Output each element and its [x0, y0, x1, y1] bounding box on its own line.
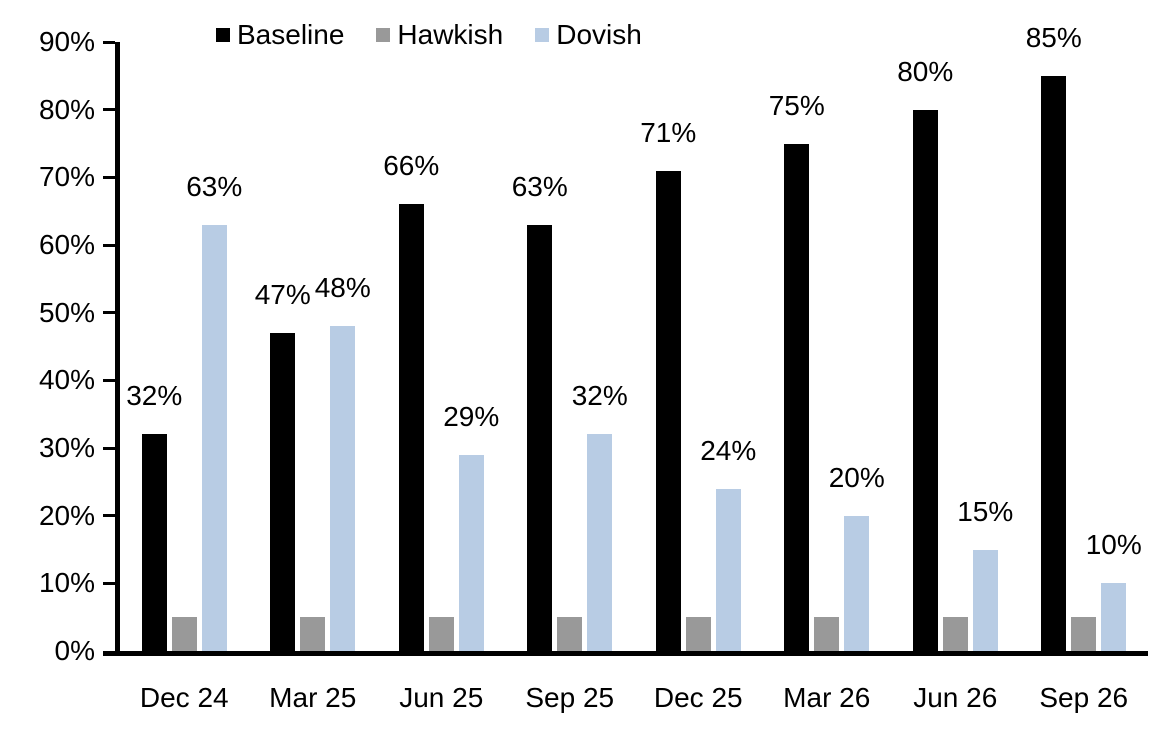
bar-baseline-sep-26	[1041, 75, 1067, 651]
bar-dovish-mar-25	[330, 326, 356, 651]
y-axis-tick-80	[103, 108, 115, 112]
bar-hawkish-jun-25	[428, 617, 454, 651]
data-label-baseline-sep-25: 63%	[511, 170, 568, 202]
data-label-dovish-jun-26: 15%	[957, 495, 1014, 527]
y-axis-label-90: 90%	[38, 26, 95, 57]
legend-label-dovish: Dovish	[556, 19, 642, 50]
x-axis-label-jun-25: Jun 25	[399, 682, 484, 713]
data-label-dovish-sep-26: 10%	[1085, 529, 1142, 561]
bar-hawkish-mar-26	[814, 617, 840, 651]
bar-baseline-jun-26	[912, 109, 938, 651]
data-label-baseline-jun-25: 66%	[383, 150, 440, 182]
legend-label-hawkish: Hawkish	[397, 19, 504, 50]
y-axis-label-10: 10%	[38, 567, 95, 599]
y-axis-label-80: 80%	[38, 93, 95, 125]
data-label-dovish-dec-25: 24%	[700, 434, 757, 466]
data-label-dovish-dec-24: 63%	[186, 170, 243, 202]
data-label-baseline-dec-24: 32%	[126, 380, 183, 412]
bar-dovish-dec-25	[715, 488, 741, 651]
y-axis-label-30: 30%	[38, 432, 95, 463]
legend-swatch-hawkish	[376, 28, 391, 42]
y-axis-label-50: 50%	[38, 296, 95, 328]
data-label-dovish-jun-25: 29%	[443, 400, 500, 432]
x-axis-label-mar-25: Mar 25	[269, 682, 357, 713]
data-label-baseline-sep-26: 85%	[1025, 21, 1082, 53]
bar-baseline-mar-25	[270, 332, 296, 651]
bar-hawkish-sep-26	[1071, 617, 1097, 651]
legend-item-baseline: Baseline	[216, 20, 344, 50]
bar-baseline-dec-25	[655, 170, 681, 651]
x-axis-label-mar-26: Mar 26	[783, 682, 871, 713]
legend-swatch-baseline	[216, 28, 230, 42]
x-axis-label-dec-25: Dec 25	[653, 682, 743, 713]
y-axis-tick-90	[103, 40, 115, 44]
bar-hawkish-mar-25	[300, 617, 326, 651]
y-axis-tick-20	[103, 514, 115, 518]
y-axis-label-0: 0%	[54, 635, 95, 666]
bar-dovish-jun-25	[458, 454, 484, 651]
y-axis-line	[115, 42, 120, 656]
x-axis-label-sep-26: Sep 26	[1039, 682, 1129, 713]
y-axis-label-70: 70%	[38, 161, 95, 193]
plot-area: 0% 10% 20% 30% 40% 50% 60% 70% 80% 90% Dec 24 Mar 2…	[39, 23, 1148, 713]
bar-hawkish-dec-24	[171, 617, 197, 651]
y-axis-tick-10	[103, 581, 115, 585]
data-label-baseline-dec-25: 71%	[640, 116, 697, 148]
data-label-baseline-jun-26: 80%	[897, 55, 954, 87]
data-label-dovish-sep-25: 32%	[571, 380, 628, 412]
x-axis-label-dec-24: Dec 24	[139, 682, 229, 713]
legend-label-baseline: Baseline	[237, 19, 345, 50]
data-label-baseline-mar-25: 47%	[254, 278, 311, 310]
bar-hawkish-dec-25	[685, 617, 711, 651]
bar-hawkish-sep-25	[557, 617, 583, 651]
legend-item-dovish: Dovish	[535, 20, 642, 50]
bar-dovish-jun-26	[972, 549, 998, 651]
data-label-baseline-mar-26: 75%	[768, 89, 825, 121]
x-axis-label-sep-25: Sep 25	[525, 682, 615, 713]
legend-swatch-dovish	[535, 28, 550, 42]
bar-dovish-dec-24	[201, 224, 227, 651]
y-axis-label-40: 40%	[38, 364, 95, 396]
bar-baseline-sep-25	[527, 224, 553, 651]
x-axis-line	[103, 651, 1148, 656]
bar-dovish-sep-26	[1101, 583, 1127, 651]
bar-baseline-dec-24	[141, 434, 167, 651]
y-axis-tick-30	[103, 446, 115, 450]
y-axis-tick-70	[103, 175, 115, 179]
bar-baseline-mar-26	[784, 143, 810, 651]
bar-dovish-mar-26	[844, 515, 870, 651]
bar-hawkish-jun-26	[942, 617, 968, 651]
x-axis-label-jun-26: Jun 26	[913, 682, 998, 713]
bar-baseline-jun-25	[398, 204, 424, 651]
y-axis-tick-50	[103, 311, 115, 315]
legend-item-hawkish: Hawkish	[376, 20, 503, 50]
bar-dovish-sep-25	[587, 434, 613, 651]
data-label-dovish-mar-25: 48%	[314, 272, 371, 304]
y-axis-tick-60	[103, 243, 115, 247]
y-axis-label-20: 20%	[38, 499, 95, 531]
y-axis-tick-40	[103, 378, 115, 382]
data-label-dovish-mar-26: 20%	[828, 461, 885, 493]
chart-legend: Baseline Hawkish Dovish	[216, 20, 642, 50]
y-axis-label-60: 60%	[38, 229, 95, 260]
